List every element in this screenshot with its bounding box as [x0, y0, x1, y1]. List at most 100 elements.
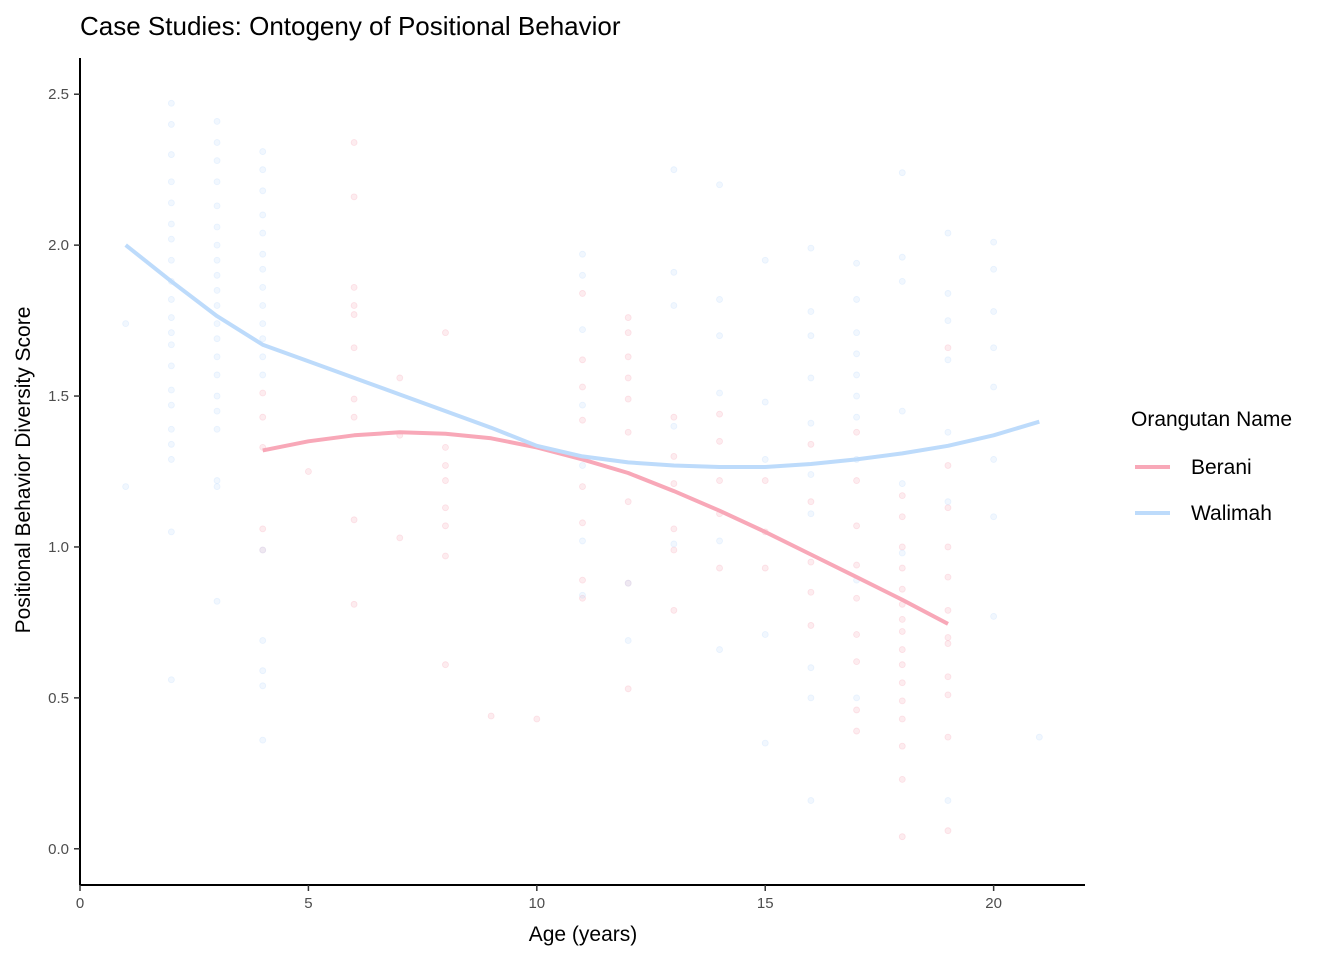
point-berani — [442, 477, 449, 484]
point-walimah — [898, 480, 906, 487]
point-berani — [350, 413, 358, 421]
point-walimah — [213, 117, 221, 125]
point-berani — [396, 374, 404, 382]
point-berani — [898, 679, 906, 687]
point-walimah — [259, 211, 267, 219]
point-walimah — [807, 664, 815, 672]
point-berani — [579, 519, 586, 527]
point-walimah — [259, 736, 267, 744]
point-walimah — [761, 256, 769, 264]
line-berani — [262, 430, 949, 626]
point-berani — [350, 139, 358, 146]
point-walimah — [167, 425, 175, 433]
point-walimah — [670, 422, 678, 430]
point-walimah — [167, 199, 175, 207]
y-axis-ticks: 0.0 0.5 1.0 1.5 2.0 2.5 — [48, 86, 80, 858]
point-walimah — [167, 151, 175, 158]
point-walimah — [670, 540, 678, 548]
point-berani — [898, 697, 906, 705]
x-tick-label: 10 — [528, 895, 545, 912]
point-walimah — [990, 238, 998, 246]
point-berani — [898, 628, 906, 635]
point-berani — [259, 413, 267, 421]
y-tick-label: 1.5 — [48, 388, 69, 405]
point-berani — [898, 775, 906, 783]
point-walimah — [944, 229, 952, 237]
point-walimah — [167, 178, 175, 186]
point-walimah — [213, 392, 221, 400]
point-walimah — [259, 546, 267, 554]
point-walimah — [259, 229, 267, 237]
point-berani — [944, 573, 952, 581]
point-walimah — [167, 314, 175, 321]
point-walimah — [213, 320, 221, 328]
point-berani — [944, 344, 952, 352]
point-berani — [716, 477, 723, 484]
point-walimah — [853, 371, 860, 379]
point-berani — [624, 498, 632, 506]
point-walimah — [579, 271, 586, 279]
point-berani — [350, 311, 358, 318]
point-berani — [624, 579, 632, 587]
point-berani — [350, 516, 358, 524]
point-berani — [944, 504, 952, 512]
x-axis-title: Age (years) — [529, 923, 638, 946]
point-walimah — [213, 271, 221, 279]
point-walimah — [259, 265, 267, 273]
point-walimah — [167, 121, 175, 128]
point-berani — [624, 329, 632, 337]
point-berani — [579, 416, 586, 424]
point-walimah — [259, 166, 267, 174]
point-berani — [898, 543, 906, 551]
point-walimah — [259, 250, 267, 258]
chart-title: Case Studies: Ontogeny of Positional Beh… — [80, 11, 621, 41]
point-walimah — [213, 139, 221, 146]
point-walimah — [898, 169, 906, 177]
point-berani — [259, 389, 267, 397]
point-berani — [670, 453, 678, 460]
point-berani — [716, 437, 723, 445]
point-walimah — [579, 462, 586, 469]
point-walimah — [990, 456, 998, 463]
point-walimah — [579, 591, 586, 599]
point-walimah — [624, 579, 632, 587]
point-berani — [533, 715, 541, 723]
y-tick-label: 1.0 — [48, 539, 69, 556]
legend: Orangutan Name Berani Walimah — [1131, 408, 1292, 525]
point-walimah — [807, 374, 815, 382]
point-berani — [579, 594, 586, 602]
point-walimah — [624, 637, 632, 644]
point-walimah — [807, 510, 815, 518]
point-walimah — [259, 302, 267, 309]
point-walimah — [213, 597, 221, 605]
point-berani — [350, 395, 358, 403]
point-berani — [350, 283, 358, 291]
point-walimah — [761, 739, 769, 747]
point-walimah — [213, 223, 221, 231]
point-walimah — [213, 335, 221, 343]
point-walimah — [853, 350, 860, 358]
point-walimah — [579, 250, 586, 258]
point-walimah — [853, 296, 860, 303]
point-walimah — [213, 302, 221, 309]
point-berani — [442, 552, 449, 560]
y-tick-label: 0.5 — [48, 690, 69, 707]
point-berani — [853, 477, 860, 484]
point-walimah — [853, 694, 860, 702]
x-tick-label: 15 — [757, 895, 774, 912]
point-walimah — [259, 637, 267, 644]
point-berani — [396, 534, 404, 542]
point-berani — [442, 522, 449, 530]
point-berani — [853, 561, 860, 569]
point-berani — [898, 742, 906, 750]
point-walimah — [167, 220, 175, 228]
point-berani — [898, 833, 906, 841]
point-walimah — [213, 425, 221, 433]
point-berani — [853, 428, 860, 436]
y-tick-label: 0.0 — [48, 841, 69, 858]
point-walimah — [807, 694, 815, 702]
point-berani — [853, 658, 860, 666]
point-walimah — [990, 344, 998, 352]
point-berani — [442, 504, 449, 512]
